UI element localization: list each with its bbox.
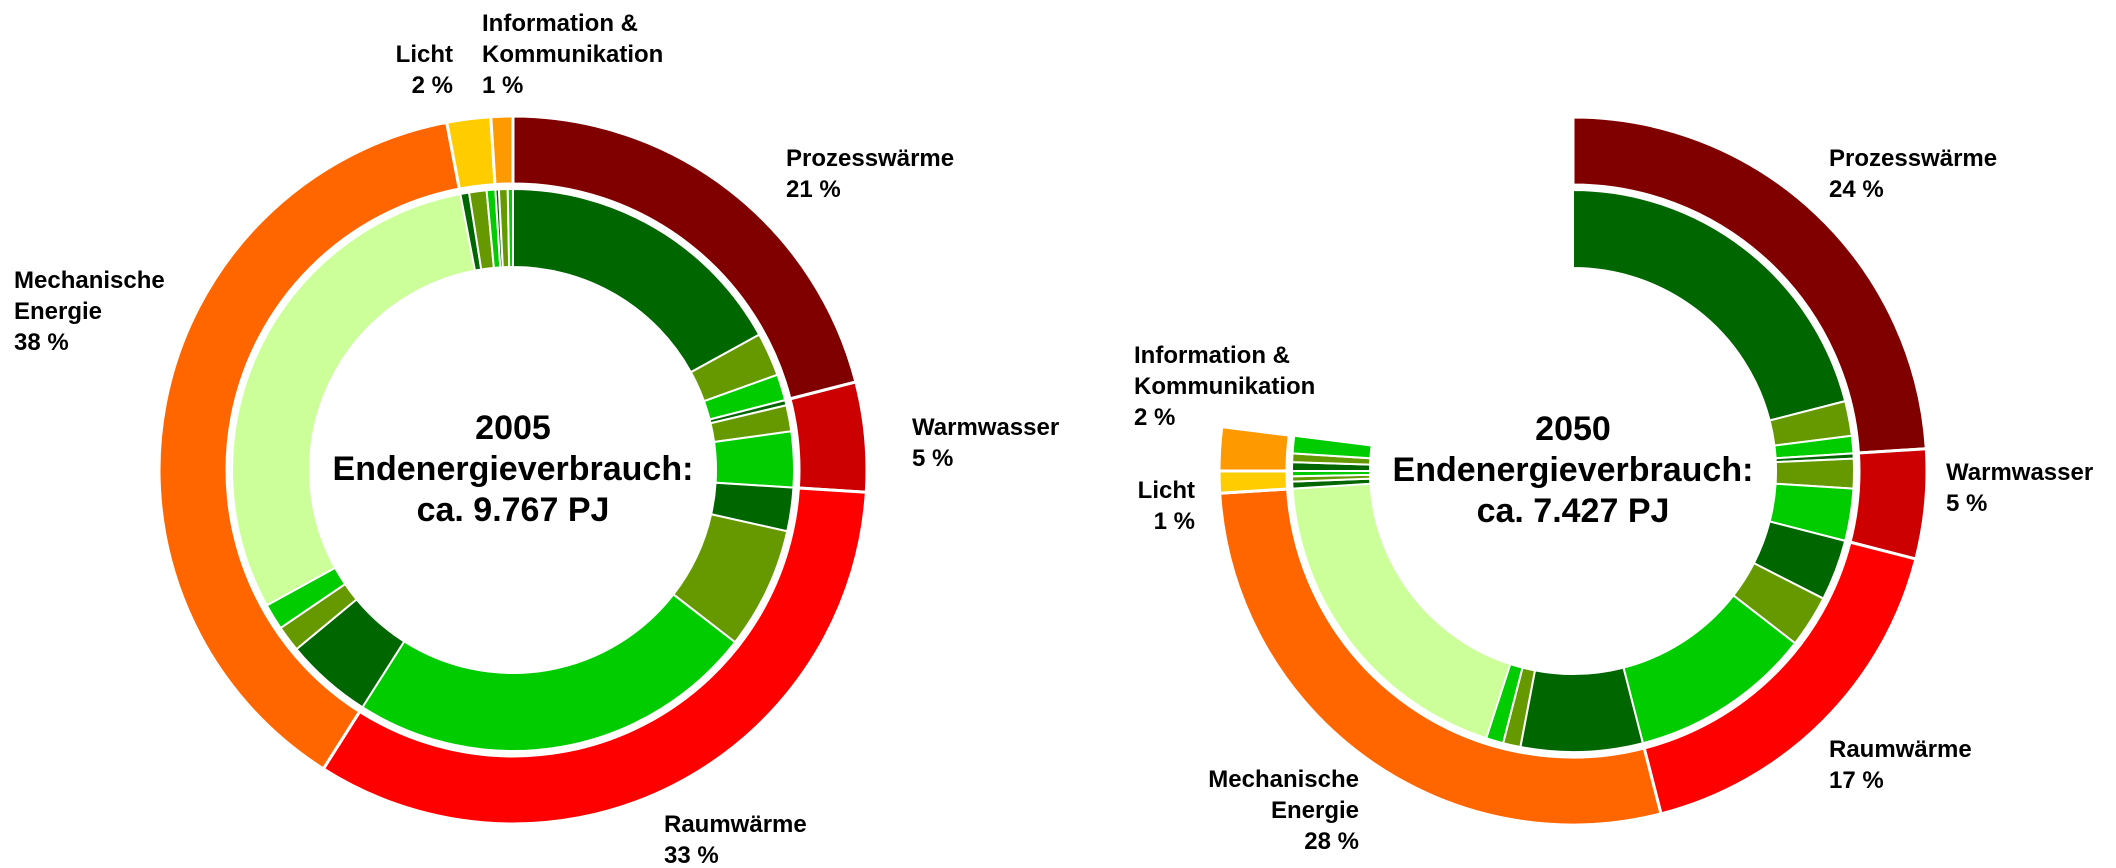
inner-segment <box>231 192 477 607</box>
segment-label: Raumwärme 33 % <box>664 809 807 868</box>
segment-label: Licht 2 % <box>396 39 453 101</box>
category-label: Prozesswärme <box>786 145 955 172</box>
title-line: Endenergieverbrauch: <box>332 450 694 488</box>
title-line: ca. 9.767 PJ <box>416 491 610 529</box>
segment-label: Licht 1 % <box>1138 475 1195 537</box>
inner-segment <box>1519 666 1645 753</box>
segment-label: Information & Kommunikation 2 % <box>1134 340 1315 433</box>
value-label: 5 % <box>912 445 954 472</box>
category-label: Warmwasser <box>912 414 1060 441</box>
value-label: 28 % <box>1304 828 1359 855</box>
category-label: Licht <box>395 41 453 68</box>
category-label: Mechanische Energie <box>1208 766 1359 824</box>
category-label: Information & Kommunikation <box>482 10 664 68</box>
value-label: 38 % <box>14 329 69 356</box>
value-label: 2 % <box>411 72 453 99</box>
segment-label: Mechanische Energie 38 % <box>14 265 165 358</box>
outer-segment <box>157 120 462 771</box>
segment-label: Prozesswärme 21 % <box>786 143 954 205</box>
title-line: Endenergieverbrauch: <box>1392 451 1754 489</box>
category-label: Mechanische Energie <box>14 267 165 325</box>
inner-segment <box>506 187 514 269</box>
outer-segment <box>788 380 869 494</box>
outer-segment <box>1217 469 1290 495</box>
title-line: ca. 7.427 PJ <box>1476 492 1670 530</box>
category-label: Information & Kommunikation <box>1134 342 1316 400</box>
value-label: 17 % <box>1829 767 1884 794</box>
category-label: Warmwasser <box>1946 459 2094 486</box>
segment-label: Warmwasser 5 % <box>912 412 1059 474</box>
category-label: Licht <box>1137 477 1195 504</box>
inner-segment <box>1291 434 1373 460</box>
center-title: 2050 Endenergieverbrauch: ca. 7.427 PJ <box>1353 409 1793 532</box>
value-label: 1 % <box>482 72 524 99</box>
value-label: 33 % <box>664 842 719 868</box>
category-label: Prozesswärme <box>1829 145 1998 172</box>
value-label: 2 % <box>1134 404 1176 431</box>
segment-label: Mechanische Energie 28 % <box>1208 764 1359 857</box>
outer-segment <box>489 114 515 187</box>
outer-segment <box>1217 424 1291 473</box>
segment-label: Prozesswärme 24 % <box>1829 143 1997 205</box>
title-line: 2050 <box>1535 410 1611 448</box>
outer-segment <box>1848 447 1929 561</box>
title-line: 2005 <box>475 409 551 447</box>
segment-label: Warmwasser 5 % <box>1946 457 2093 519</box>
segment-label: Raumwärme 17 % <box>1829 734 1972 796</box>
value-label: 5 % <box>1946 490 1988 517</box>
segment-label: Information & Kommunikation 1 % <box>482 8 663 101</box>
value-label: 21 % <box>786 176 841 203</box>
center-title: 2005 Endenergieverbrauch: ca. 9.767 PJ <box>293 408 733 531</box>
value-label: 24 % <box>1829 176 1884 203</box>
category-label: Raumwärme <box>664 811 807 838</box>
category-label: Raumwärme <box>1829 736 1972 763</box>
value-label: 1 % <box>1153 508 1195 535</box>
